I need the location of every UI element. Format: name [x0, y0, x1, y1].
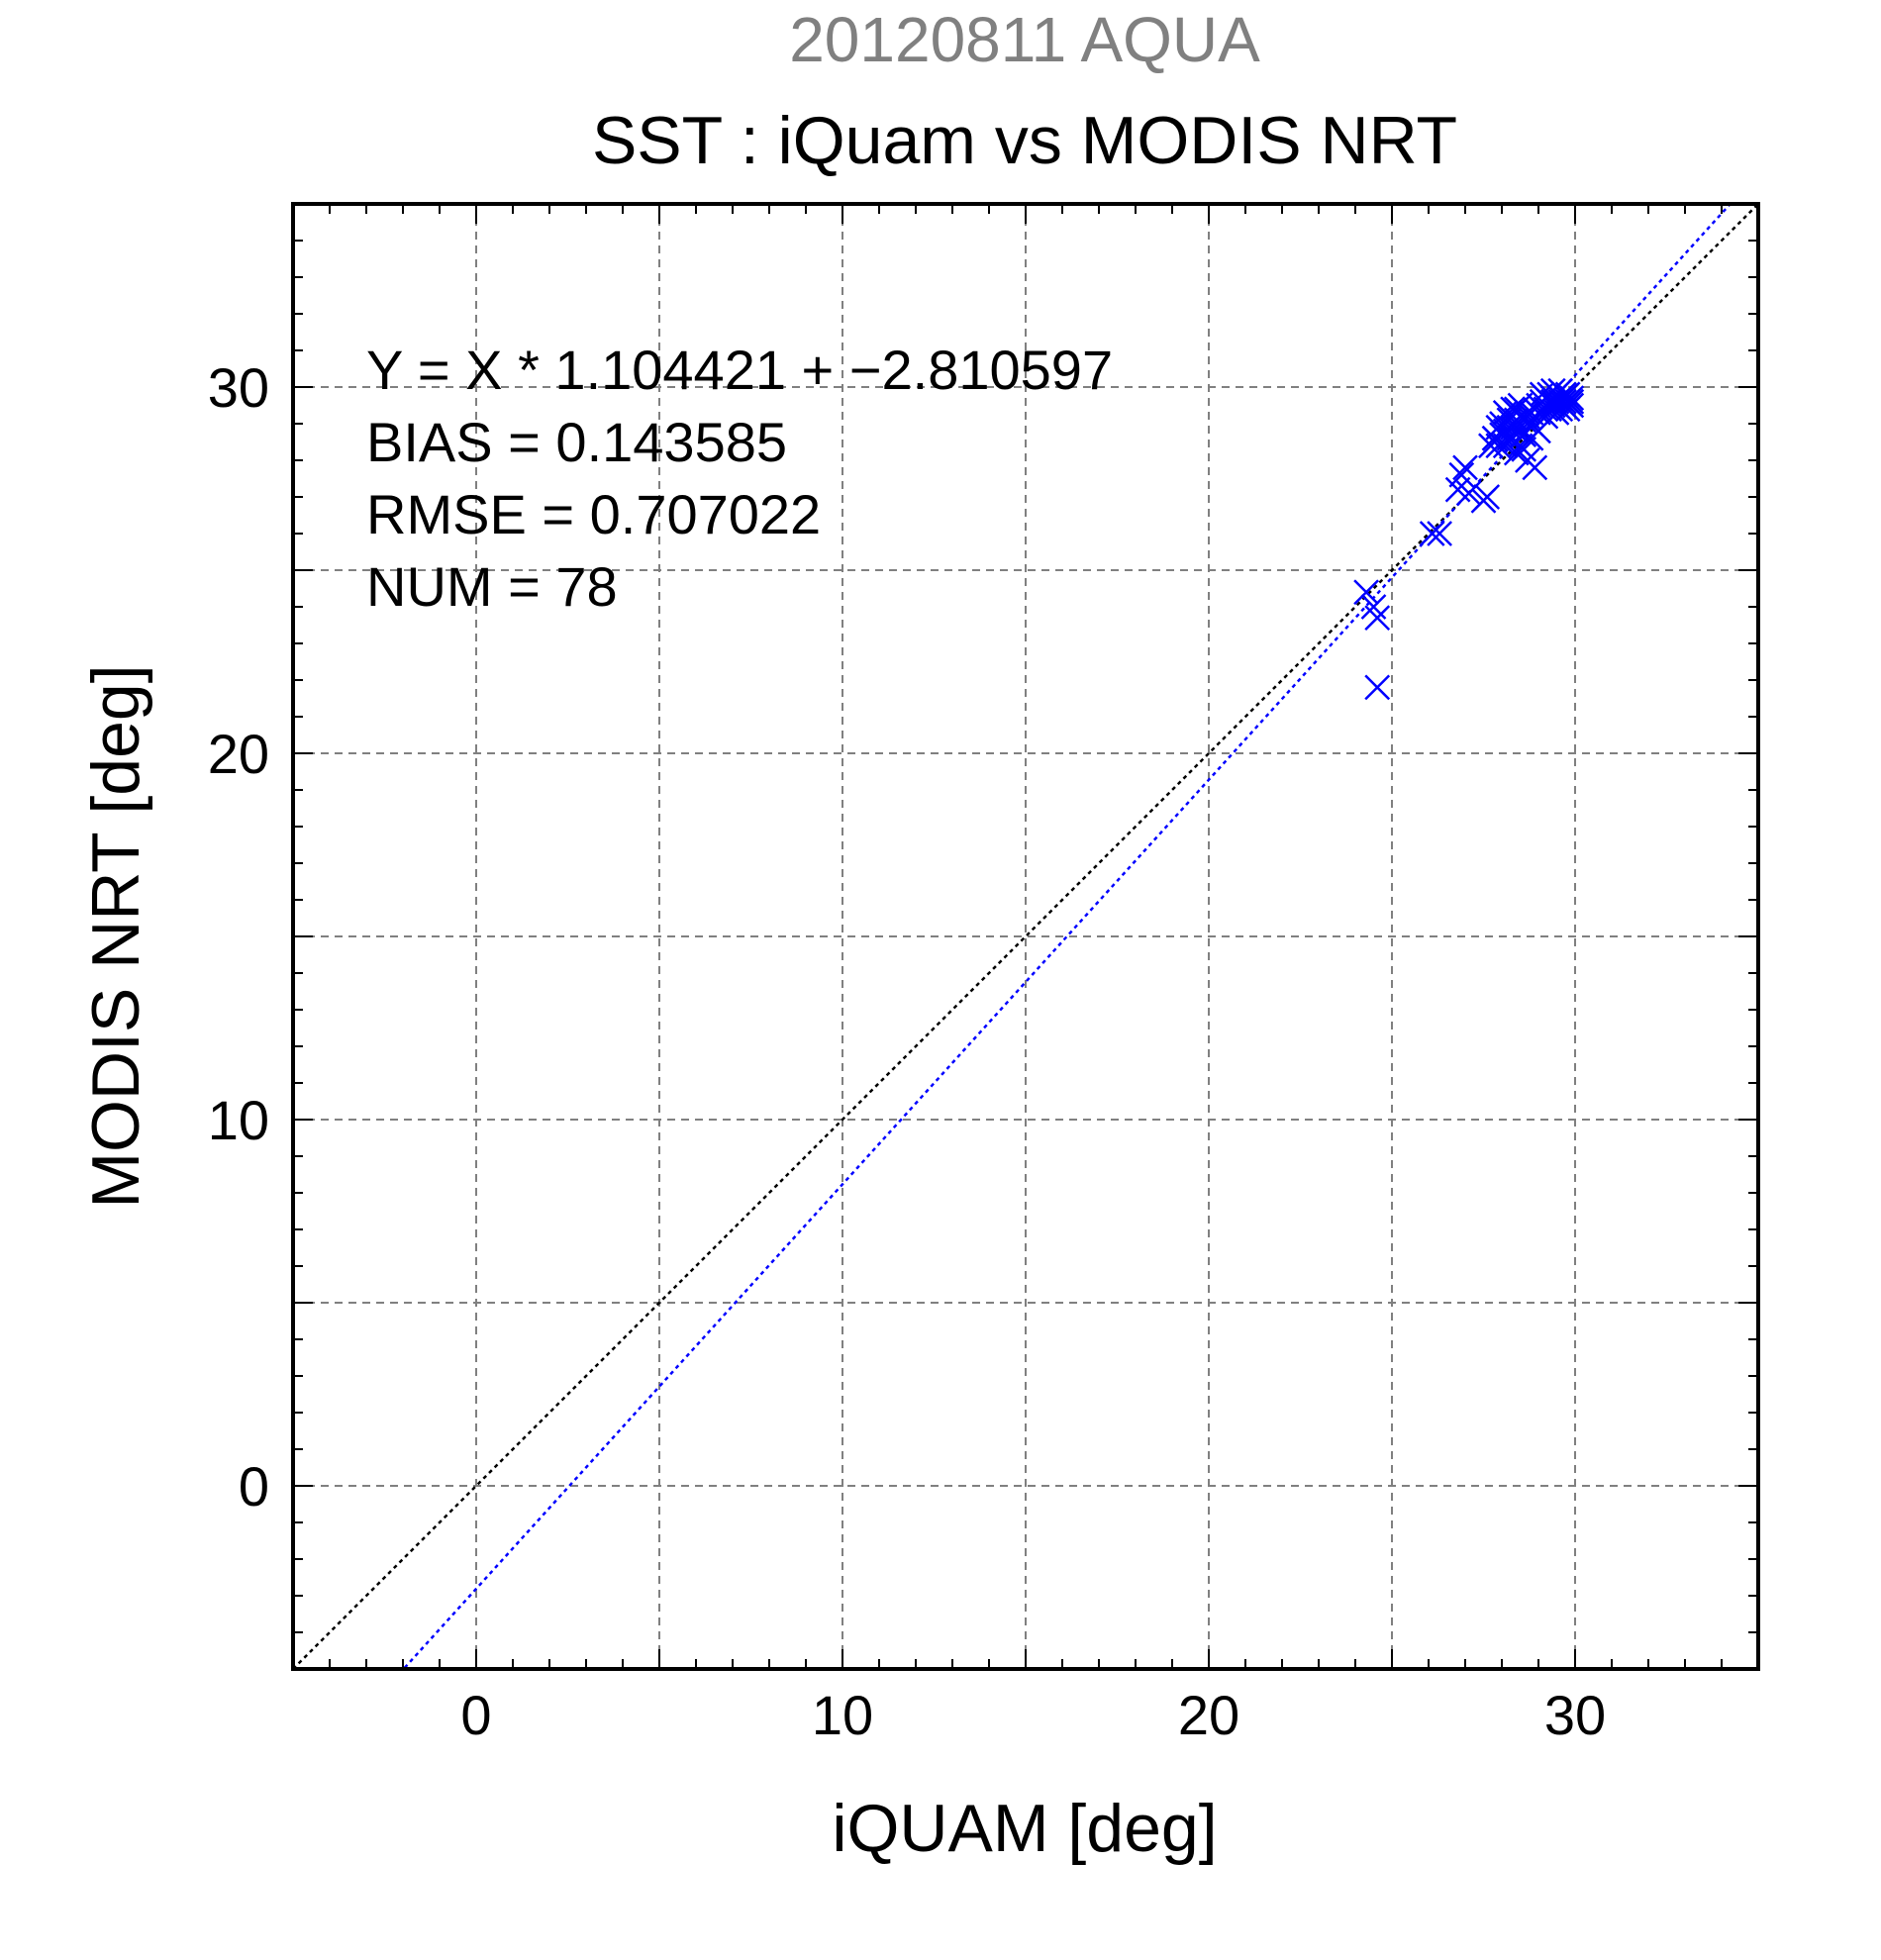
stats-line-bias: BIAS = 0.143585	[366, 411, 787, 473]
data-point	[1539, 385, 1566, 411]
grid	[293, 204, 1758, 1669]
plot-frame	[291, 202, 1760, 1671]
stats-line-num: NUM = 78	[366, 555, 618, 618]
x-tick-label: 20	[1178, 1684, 1239, 1746]
data-point	[1427, 521, 1452, 546]
x-tick-label: 10	[812, 1684, 873, 1746]
data-point	[1353, 579, 1379, 606]
x-tick-label: 0	[460, 1684, 491, 1746]
x-tick-labels: 0 10 20 30	[460, 1684, 1606, 1746]
data-point	[1481, 425, 1508, 451]
stats-line-rmse: RMSE = 0.707022	[366, 483, 821, 545]
data-point	[1503, 396, 1530, 423]
data-point	[1496, 407, 1523, 434]
data-point	[1364, 605, 1391, 631]
y-tick-label: 30	[208, 356, 269, 419]
y-axis-label: MODIS NRT [deg]	[78, 664, 153, 1208]
y-tick-labels: 0 10 20 30	[208, 356, 269, 1518]
y-tick-label: 0	[239, 1455, 269, 1518]
data-point	[1448, 461, 1475, 488]
data-points	[1353, 377, 1585, 701]
data-point	[1543, 392, 1570, 419]
x-axis-label: iQUAM [deg]	[832, 1791, 1217, 1866]
y-tick-label: 20	[208, 723, 269, 785]
chart-date-title: 20120811 AQUA	[789, 4, 1260, 75]
identity-line	[293, 204, 1758, 1669]
data-point	[1474, 484, 1501, 510]
y-tick-label: 10	[208, 1089, 269, 1151]
stats-line-fit: Y = X * 1.104421 + −2.810597	[366, 339, 1113, 401]
data-point	[1511, 437, 1537, 462]
chart-title: SST : iQuam vs MODIS NRT	[592, 103, 1457, 178]
data-point	[1364, 674, 1391, 701]
data-point	[1452, 454, 1478, 481]
data-point	[1419, 521, 1445, 546]
data-point	[1522, 454, 1548, 481]
x-tick-label: 30	[1544, 1684, 1606, 1746]
